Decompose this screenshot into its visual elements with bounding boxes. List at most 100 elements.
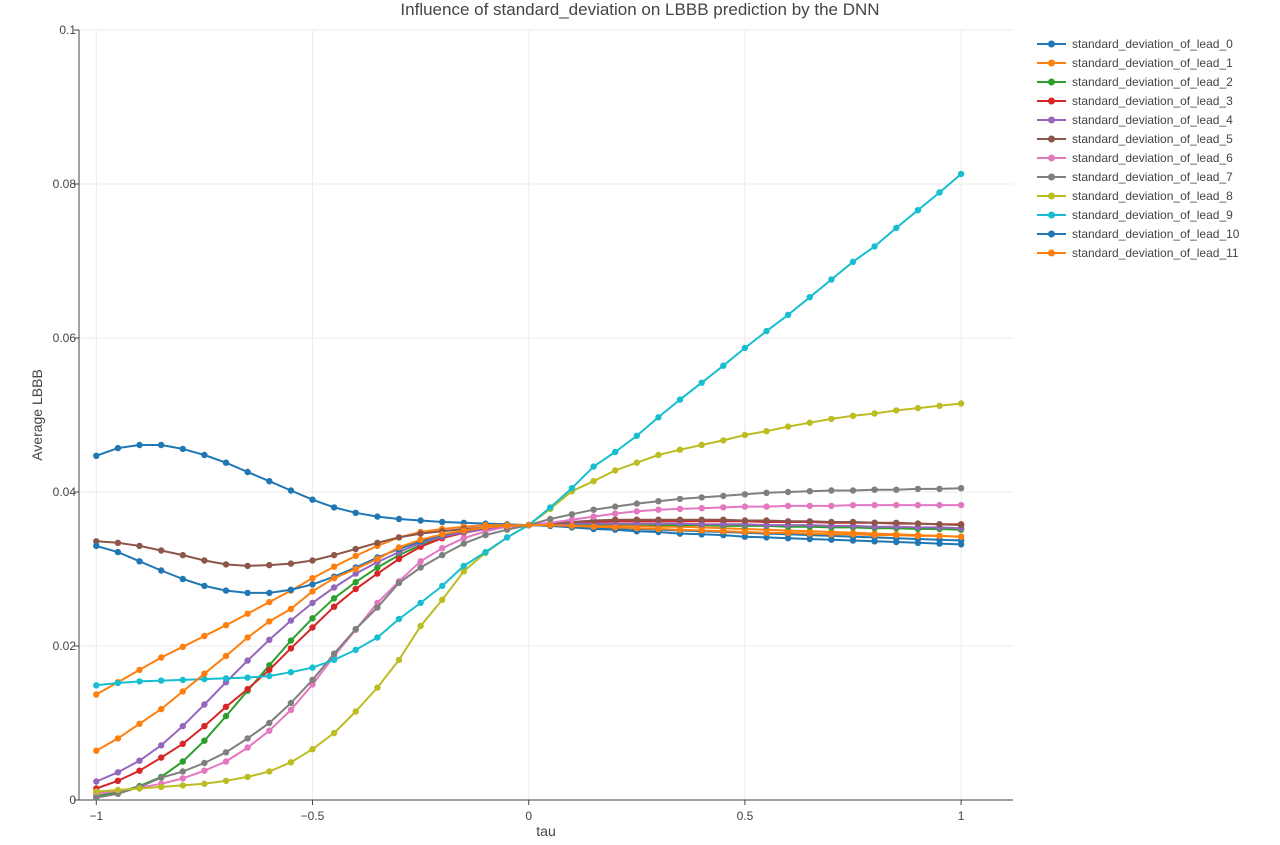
data-point xyxy=(957,170,965,178)
data-point xyxy=(871,486,878,493)
data-point xyxy=(871,531,878,539)
data-point xyxy=(352,585,359,593)
data-point xyxy=(417,599,424,607)
data-point xyxy=(330,650,338,657)
data-point xyxy=(374,539,381,546)
data-point xyxy=(417,558,424,565)
legend-swatch-marker xyxy=(1048,211,1055,219)
data-point xyxy=(158,774,165,781)
y-axis-title: Average LBBB xyxy=(29,369,45,461)
data-point xyxy=(222,622,230,629)
data-point xyxy=(309,746,316,753)
data-point xyxy=(136,720,143,727)
data-point xyxy=(222,459,230,466)
data-point xyxy=(957,521,965,529)
data-point xyxy=(244,657,251,664)
data-point xyxy=(287,605,295,613)
data-point xyxy=(222,561,230,568)
legend-item[interactable]: standard_deviation_of_lead_8 xyxy=(1037,189,1233,203)
data-point xyxy=(287,560,295,567)
data-point xyxy=(633,516,640,523)
data-point xyxy=(179,688,186,695)
data-point xyxy=(287,759,295,766)
legend-label: standard_deviation_of_lead_1 xyxy=(1072,56,1233,70)
data-point xyxy=(374,684,381,691)
legend-item[interactable]: standard_deviation_of_lead_1 xyxy=(1037,56,1233,70)
data-point xyxy=(330,551,338,559)
data-point xyxy=(763,529,770,536)
data-point xyxy=(806,502,813,510)
data-point xyxy=(763,428,770,435)
legend-label: standard_deviation_of_lead_6 xyxy=(1072,151,1233,165)
data-point xyxy=(222,703,230,710)
data-point xyxy=(179,782,186,789)
data-point xyxy=(287,706,295,714)
data-point xyxy=(806,530,813,537)
legend-swatch-marker xyxy=(1048,59,1055,67)
data-point xyxy=(352,570,359,577)
legend-item[interactable]: standard_deviation_of_lead_7 xyxy=(1037,170,1233,184)
data-point xyxy=(957,541,965,548)
data-point xyxy=(698,521,705,528)
data-point xyxy=(655,516,662,523)
data-point xyxy=(201,557,208,564)
data-point xyxy=(612,524,619,531)
legend-label: standard_deviation_of_lead_10 xyxy=(1072,227,1240,241)
legend-label: standard_deviation_of_lead_8 xyxy=(1072,189,1233,203)
data-point xyxy=(439,518,446,526)
data-point xyxy=(309,664,316,671)
data-point xyxy=(439,582,446,590)
legend-label: standard_deviation_of_lead_5 xyxy=(1072,132,1233,146)
legend-item[interactable]: standard_deviation_of_lead_4 xyxy=(1037,113,1233,127)
legend-item[interactable]: standard_deviation_of_lead_9 xyxy=(1037,208,1233,222)
legend-item[interactable]: standard_deviation_of_lead_10 xyxy=(1037,227,1240,241)
data-point xyxy=(266,636,273,643)
data-point xyxy=(395,656,403,664)
data-point xyxy=(179,676,186,684)
legend-label: standard_deviation_of_lead_2 xyxy=(1072,75,1233,89)
data-point xyxy=(720,516,727,523)
data-point xyxy=(936,532,943,540)
data-point xyxy=(309,588,316,595)
data-point xyxy=(201,722,208,730)
data-point xyxy=(93,538,100,545)
data-point xyxy=(612,467,619,474)
legend-item[interactable]: standard_deviation_of_lead_6 xyxy=(1037,151,1233,165)
data-point xyxy=(179,768,186,775)
data-point xyxy=(244,735,251,742)
legend-item[interactable]: standard_deviation_of_lead_11 xyxy=(1037,246,1239,260)
legend-swatch-marker xyxy=(1048,97,1055,105)
series-standard_deviation_of_lead_11 xyxy=(93,521,965,754)
legend-item[interactable]: standard_deviation_of_lead_5 xyxy=(1037,132,1233,146)
data-point xyxy=(201,670,208,677)
data-point xyxy=(460,562,467,570)
legend-label: standard_deviation_of_lead_9 xyxy=(1072,208,1233,222)
data-point xyxy=(201,632,208,640)
data-point xyxy=(828,518,835,526)
axes: −1 −0.5 0 0.5 1 0 0.02 0.04 0.06 0.08 0.1 xyxy=(53,23,1013,823)
data-point xyxy=(266,618,273,625)
data-point xyxy=(93,542,100,550)
legend-item[interactable]: standard_deviation_of_lead_3 xyxy=(1037,94,1233,108)
legend-item[interactable]: standard_deviation_of_lead_2 xyxy=(1037,75,1233,89)
data-point xyxy=(179,722,186,730)
grid-lines xyxy=(79,29,1013,800)
x-axis-title: tau xyxy=(536,823,555,839)
data-point xyxy=(309,624,316,631)
data-point xyxy=(158,441,165,449)
data-point xyxy=(114,769,122,776)
data-point xyxy=(828,276,835,283)
legend-item[interactable]: standard_deviation_of_lead_0 xyxy=(1037,37,1233,51)
data-point xyxy=(849,258,857,265)
data-point xyxy=(676,505,684,513)
data-point xyxy=(244,674,251,681)
data-point xyxy=(114,679,122,687)
data-point xyxy=(849,501,857,509)
data-point xyxy=(914,532,922,540)
data-point xyxy=(828,502,835,510)
data-point xyxy=(871,519,878,526)
x-tick-label: 1 xyxy=(958,809,965,823)
data-point xyxy=(395,615,403,623)
data-point xyxy=(330,504,338,511)
data-point xyxy=(720,528,727,535)
